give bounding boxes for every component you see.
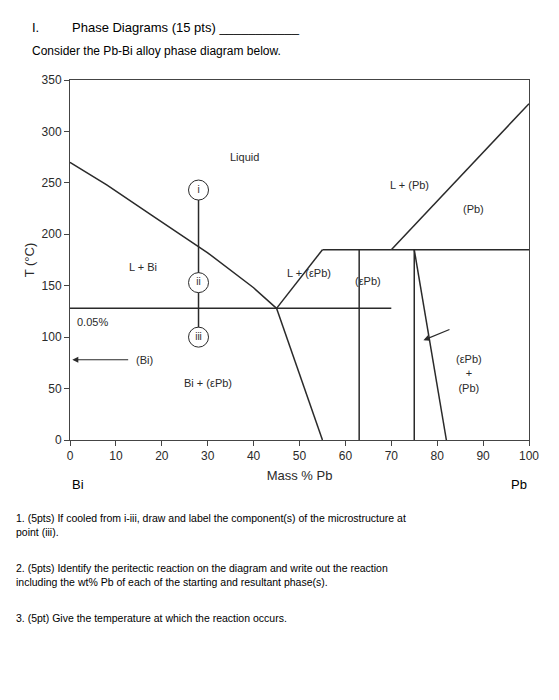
svg-text:350: 350	[42, 73, 62, 87]
svg-text:Consider the Pb-Bi alloy phase: Consider the Pb-Bi alloy phase diagram b…	[32, 44, 281, 58]
svg-text:2. (5pts) Identify the peritec: 2. (5pts) Identify the peritectic reacti…	[16, 562, 388, 588]
svg-text:200: 200	[42, 227, 62, 241]
svg-text:70: 70	[385, 449, 399, 463]
svg-text:Bi + (εPb): Bi + (εPb)	[184, 377, 232, 389]
svg-text:(εPb)+(Pb): (εPb)+(Pb)	[456, 353, 482, 394]
svg-text:L + (εPb): L + (εPb)	[287, 267, 331, 279]
svg-text:L + Bi: L + Bi	[129, 261, 157, 273]
svg-text:50: 50	[293, 449, 307, 463]
svg-text:90: 90	[476, 449, 490, 463]
svg-text:Bi: Bi	[72, 477, 84, 492]
svg-text:0: 0	[55, 433, 62, 447]
svg-text:1. (5pts) If cooled from i-iii: 1. (5pts) If cooled from i-iii, draw and…	[16, 512, 406, 538]
svg-text:T (°C): T (°C)	[22, 243, 37, 278]
svg-text:Pb: Pb	[511, 477, 527, 492]
svg-text:300: 300	[42, 125, 62, 139]
svg-text:(Pb): (Pb)	[463, 203, 484, 215]
svg-text:20: 20	[155, 449, 169, 463]
svg-text:60: 60	[339, 449, 353, 463]
svg-text:iii: iii	[195, 331, 202, 342]
svg-text:ii: ii	[196, 276, 200, 287]
svg-text:L + (Pb): L + (Pb)	[390, 179, 429, 191]
svg-text:10: 10	[109, 449, 123, 463]
svg-text:I.: I.	[32, 20, 39, 35]
svg-text:(εPb): (εPb)	[355, 275, 381, 287]
svg-text:i: i	[197, 184, 199, 195]
svg-text:30: 30	[201, 449, 215, 463]
svg-text:80: 80	[431, 449, 445, 463]
svg-text:(Bi): (Bi)	[136, 354, 153, 366]
svg-text:150: 150	[42, 279, 62, 293]
svg-text:100: 100	[519, 449, 539, 463]
svg-text:Phase Diagrams (15 pts) ______: Phase Diagrams (15 pts) ___________	[72, 20, 300, 35]
svg-text:0: 0	[67, 449, 74, 463]
svg-text:Liquid: Liquid	[230, 151, 259, 163]
svg-text:Mass % Pb: Mass % Pb	[267, 468, 333, 483]
svg-text:40: 40	[247, 449, 261, 463]
svg-text:100: 100	[42, 330, 62, 344]
svg-text:0.05%: 0.05%	[77, 316, 108, 328]
svg-text:250: 250	[42, 176, 62, 190]
svg-text:50: 50	[48, 382, 62, 396]
svg-text:3. (5pt) Give the temperature: 3. (5pt) Give the temperature at which t…	[16, 612, 287, 624]
